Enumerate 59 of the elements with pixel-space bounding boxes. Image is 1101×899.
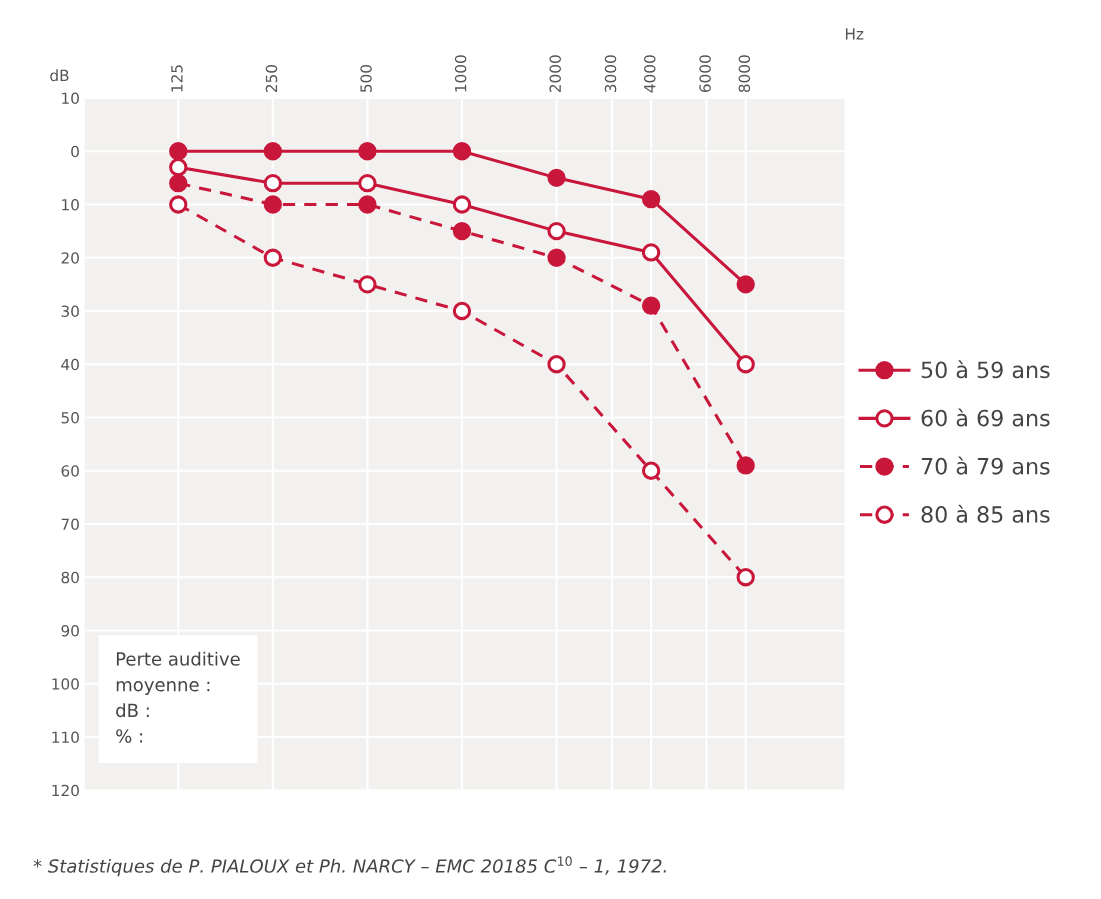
point xyxy=(358,174,377,193)
x-tick-label: 4000 xyxy=(644,55,656,93)
point xyxy=(736,568,755,587)
point xyxy=(641,189,661,209)
point xyxy=(169,142,188,161)
point xyxy=(263,142,282,161)
y-tick-label: 40 xyxy=(61,358,79,371)
point xyxy=(358,142,377,161)
y-tick-label: 10 xyxy=(62,198,79,211)
y-tick-label: 120 xyxy=(52,784,79,797)
point xyxy=(547,168,566,188)
point xyxy=(452,221,472,241)
point xyxy=(358,195,377,214)
point xyxy=(641,296,661,315)
x-tick-label: 125 xyxy=(171,65,183,92)
x-tick-label: 1000 xyxy=(454,55,467,92)
point xyxy=(169,195,188,214)
x-tick-label: 250 xyxy=(265,64,278,93)
point xyxy=(452,142,472,161)
legend-label: 80 à 85 ans xyxy=(921,504,1050,523)
point xyxy=(452,301,472,321)
y-tick-label: 20 xyxy=(61,252,79,264)
point xyxy=(169,174,188,193)
legend-label: 60 à 69 ans xyxy=(921,408,1050,427)
point xyxy=(452,195,472,214)
point xyxy=(547,355,566,374)
y-tick-label: 70 xyxy=(61,518,79,530)
point xyxy=(641,461,661,480)
point xyxy=(263,174,282,193)
point xyxy=(169,158,188,177)
legend-label: 70 à 79 ans xyxy=(921,456,1050,475)
y-tick-label: 0 xyxy=(71,145,79,158)
x-tick-label: 8000 xyxy=(738,55,751,93)
x-tick-label: 2000 xyxy=(549,55,561,93)
y-tick-label: 10 xyxy=(62,92,79,105)
y-tick-label: 60 xyxy=(61,465,79,477)
text: * Statistiques de P. PIALOUX et Ph. NARCY – EMC 20185 C$^{10}$ – 1, 1972. xyxy=(33,856,666,877)
y-tick-label: 90 xyxy=(61,624,79,637)
point xyxy=(358,275,377,294)
annotation: Perte auditive moyenne : dB : % : xyxy=(116,651,240,743)
point xyxy=(263,248,282,267)
y-axis-title: dB xyxy=(50,69,69,82)
x-tick-label: 3000 xyxy=(604,55,617,92)
point xyxy=(736,275,755,294)
point xyxy=(736,355,755,374)
y-tick-label: 30 xyxy=(61,305,79,318)
x-axis-title: Hz xyxy=(845,28,864,40)
y-tick-label: 110 xyxy=(52,731,79,743)
x-tick-label: 500 xyxy=(360,64,372,92)
point xyxy=(263,195,282,214)
y-tick-label: 50 xyxy=(61,411,79,424)
point xyxy=(641,243,661,262)
point xyxy=(547,248,566,267)
y-tick-label: 100 xyxy=(52,678,79,690)
y-tick-label: 80 xyxy=(61,571,79,584)
point xyxy=(736,456,755,475)
x-tick-label: 6000 xyxy=(699,55,711,93)
legend-label: 50 à 59 ans xyxy=(921,360,1050,379)
point xyxy=(547,221,566,241)
